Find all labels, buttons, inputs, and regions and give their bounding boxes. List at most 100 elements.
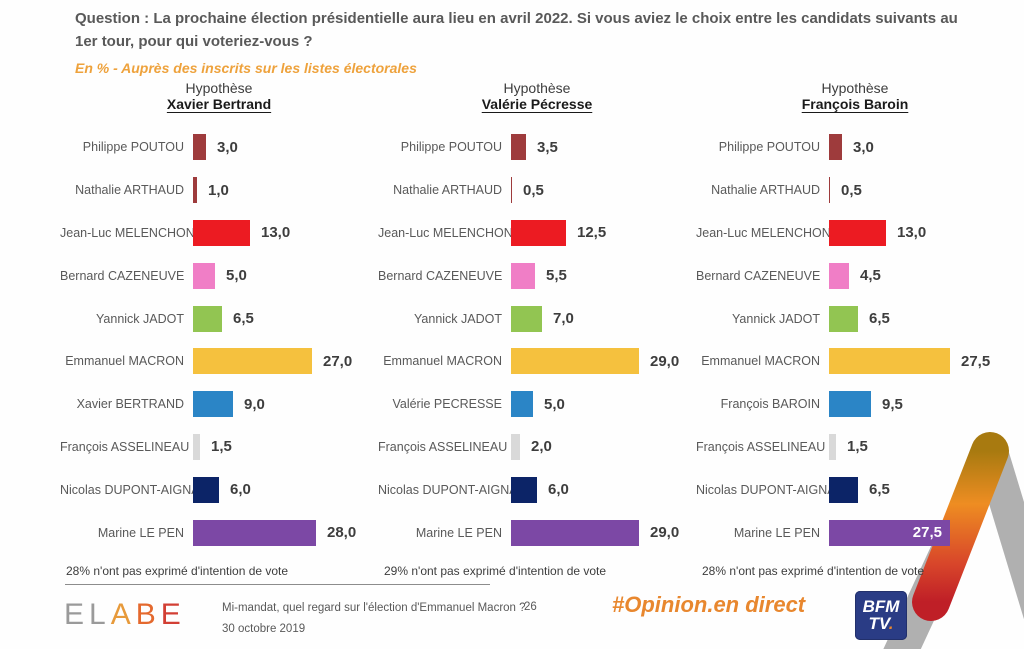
poll-bar (511, 177, 512, 204)
bar-area: 13,0 (193, 219, 378, 246)
poll-bar (829, 433, 836, 460)
bar-area: 5,0 (193, 262, 378, 289)
poll-row: Nathalie ARTHAUD 1,0 (60, 169, 378, 212)
poll-value: 0,5 (841, 181, 862, 199)
poll-row: Nathalie ARTHAUD 0,5 (378, 169, 696, 212)
candidate-label: Marine LE PEN (97, 525, 184, 540)
bfmtv-logo: BFM TV. (855, 591, 907, 640)
poll-value: 9,5 (882, 395, 903, 413)
poll-rows: Philippe POUTOU 3,0 Nathalie ARTHAUD 1,0 Jea… (60, 126, 378, 554)
source-line1: Mi-mandat, quel regard sur l'élection d'… (222, 602, 526, 614)
candidate-label: Bernard CAZENEUVE (696, 268, 821, 283)
poll-value: 27,5 (961, 352, 991, 370)
hypothesis-panel: Hypothèse Xavier Bertrand Philippe POUTOU 3… (60, 80, 378, 578)
candidate-label: Nathalie ARTHAUD (393, 183, 502, 198)
bar-area: 6,5 (193, 305, 378, 332)
bar-area: 1,0 (193, 177, 378, 204)
poll-bar (511, 134, 526, 161)
poll-row: François BAROIN 9,5 (696, 383, 1014, 426)
bar-area: 5,0 (511, 391, 696, 418)
bar-area: 0,5 (511, 177, 696, 204)
candidate-label: Nathalie ARTHAUD (75, 183, 184, 198)
candidate-label: Marine LE PEN (733, 525, 820, 540)
panel-header: Hypothèse Xavier Bertrand (60, 80, 378, 126)
poll-bar (511, 348, 639, 375)
poll-bar (511, 476, 537, 503)
poll-bar (193, 219, 250, 246)
bar-area: 27,0 (193, 348, 378, 375)
candidate-label: François ASSELINEAU (378, 439, 508, 454)
hypothesis-candidate-name: François Baroin (801, 96, 909, 112)
poll-rows: Philippe POUTOU 3,5 Nathalie ARTHAUD 0,5 Jea… (378, 126, 696, 554)
poll-value: 27,0 (323, 352, 353, 370)
poll-value: 9,0 (244, 395, 265, 413)
bar-area: 6,0 (511, 476, 696, 503)
poll-row: Nicolas DUPONT-AIGNAN 6,0 (60, 468, 378, 511)
poll-row: Philippe POUTOU 3,5 (378, 126, 696, 169)
poll-bar (511, 219, 566, 246)
opinion-en-direct-hashtag: #Opinion.en direct (612, 592, 806, 617)
bar-area: 3,0 (829, 134, 1014, 161)
candidate-label: Emmanuel MACRON (65, 354, 184, 369)
hypothesis-candidate-name: Xavier Bertrand (166, 96, 272, 112)
poll-bar (511, 305, 542, 332)
bar-area: 6,0 (193, 476, 378, 503)
bar-area: 7,0 (511, 305, 696, 332)
poll-row: Yannick JADOT 6,5 (60, 297, 378, 340)
poll-rows: Philippe POUTOU 3,0 Nathalie ARTHAUD 0,5 Jea… (696, 126, 1014, 554)
bar-area: 4,5 (829, 262, 1014, 289)
poll-value: 2,0 (531, 438, 552, 456)
bar-area: 13,0 (829, 219, 1014, 246)
poll-value: 1,0 (208, 181, 229, 199)
poll-value: 3,0 (853, 138, 874, 156)
poll-value: 12,5 (577, 224, 607, 242)
poll-bar (193, 391, 233, 418)
poll-bar (829, 305, 858, 332)
poll-bar (829, 476, 858, 503)
poll-row: Yannick JADOT 7,0 (378, 297, 696, 340)
hypothesis-label: Hypothèse (185, 80, 253, 96)
bar-area: 29,0 (511, 519, 696, 546)
candidate-label: Xavier BERTRAND (76, 397, 184, 412)
candidate-label: Marine LE PEN (415, 525, 502, 540)
poll-panels: Hypothèse Xavier Bertrand Philippe POUTOU 3… (60, 80, 1016, 578)
hypothesis-label: Hypothèse (503, 80, 571, 96)
poll-row: Jean-Luc MELENCHON 13,0 (696, 212, 1014, 255)
poll-value: 7,0 (553, 310, 574, 328)
source-text: Mi-mandat, quel regard sur l'élection d'… (222, 598, 526, 639)
bar-area: 9,0 (193, 391, 378, 418)
poll-bar (193, 134, 206, 161)
panel-header: Hypothèse Valérie Pécresse (378, 80, 696, 126)
poll-bar (511, 391, 533, 418)
poll-row: Jean-Luc MELENCHON 13,0 (60, 212, 378, 255)
no-vote-note: 29% n'ont pas exprimé d'intention de vot… (384, 563, 607, 578)
poll-row: François ASSELINEAU 2,0 (378, 426, 696, 469)
poll-bar (829, 177, 830, 204)
poll-row: François ASSELINEAU 1,5 (696, 426, 1014, 469)
candidate-label: Emmanuel MACRON (701, 354, 820, 369)
candidate-label: Nicolas DUPONT-AIGNAN (60, 482, 209, 497)
poll-row: Marine LE PEN 27,5 (696, 511, 1014, 554)
bar-area: 3,0 (193, 134, 378, 161)
poll-value: 27,5 (912, 524, 942, 542)
poll-value: 13,0 (261, 224, 291, 242)
poll-value: 1,5 (211, 438, 232, 456)
bar-area: 1,5 (829, 433, 1014, 460)
poll-row: Yannick JADOT 6,5 (696, 297, 1014, 340)
poll-bar (511, 519, 639, 546)
hypothesis-label: Hypothèse (821, 80, 889, 96)
poll-row: Xavier BERTRAND 9,0 (60, 383, 378, 426)
candidate-label: François ASSELINEAU (60, 439, 190, 454)
candidate-label: Bernard CAZENEUVE (60, 268, 185, 283)
poll-value: 13,0 (897, 224, 927, 242)
poll-bar (193, 519, 316, 546)
bar-area: 2,0 (511, 433, 696, 460)
bar-area: 0,5 (829, 177, 1014, 204)
poll-value: 5,5 (546, 267, 567, 285)
poll-value: 1,5 (847, 438, 868, 456)
hypothesis-candidate-name: Valérie Pécresse (481, 96, 593, 112)
bar-area: 27,5 (829, 348, 1014, 375)
no-vote-note: 28% n'ont pas exprimé d'intention de vot… (702, 563, 925, 578)
hypothesis-panel: Hypothèse François Baroin Philippe POUTOU 3… (696, 80, 1014, 578)
